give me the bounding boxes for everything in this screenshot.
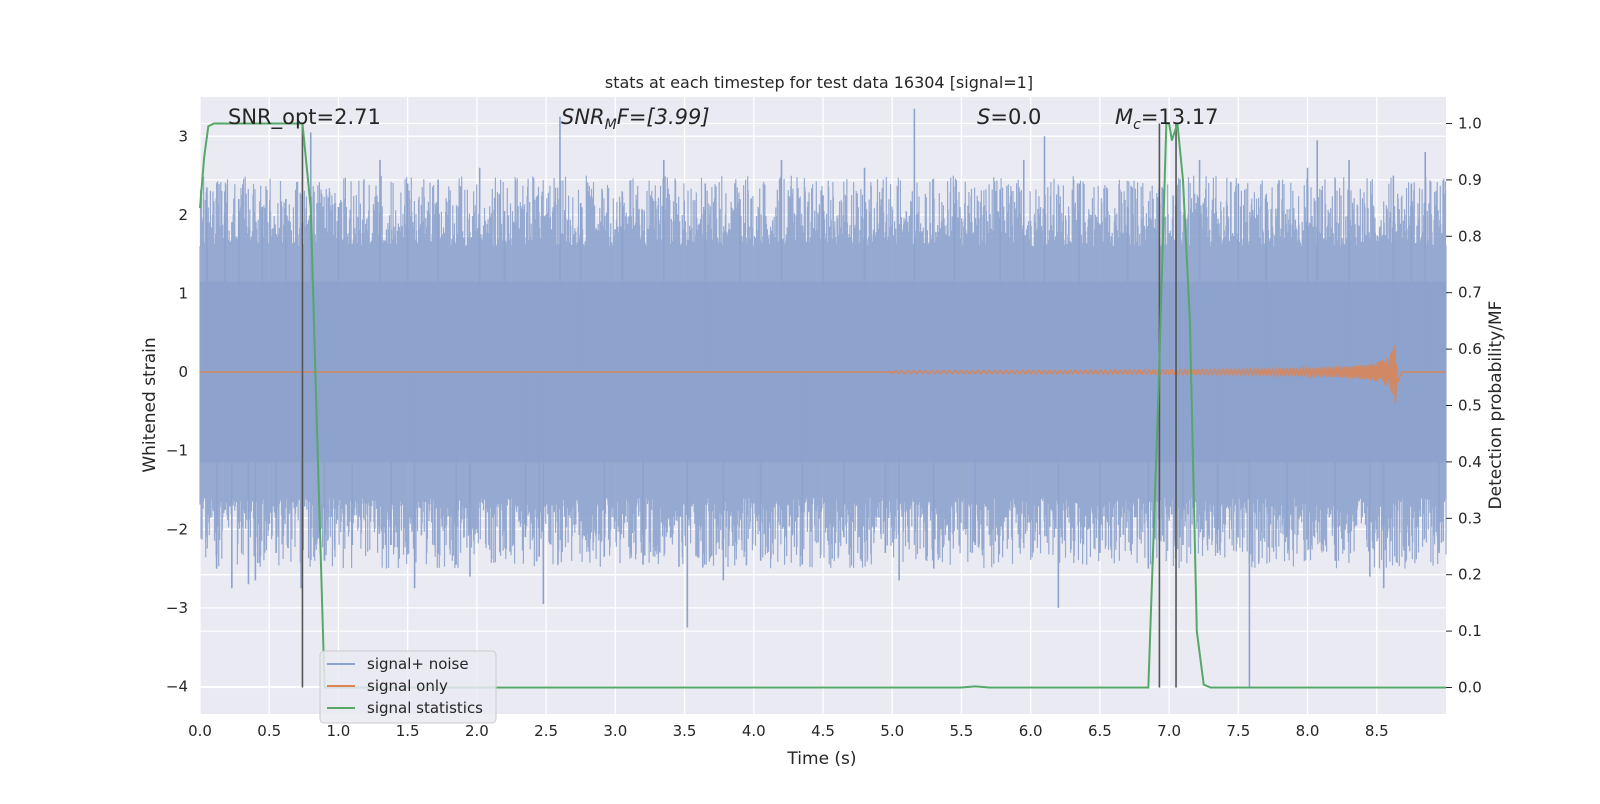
x-tick-label: 7.0 [1157, 722, 1181, 740]
y-tick-label: 3 [178, 127, 188, 145]
x-tick-label: 7.5 [1226, 722, 1250, 740]
y-tick-label: −1 [166, 442, 188, 460]
annotation-mc-sub: c [1133, 117, 1141, 133]
annotation-snr-mf-rest: F=[3.99] [617, 105, 710, 129]
x-tick-label: 4.0 [742, 722, 766, 740]
series-signal-only [200, 345, 1446, 404]
y2-tick-label: 0.1 [1458, 622, 1482, 640]
y2-tick-label: 0.4 [1458, 453, 1482, 471]
y2-tick-label: 0.5 [1458, 397, 1482, 415]
legend: signal+ noise signal only signal statist… [319, 650, 497, 724]
y2-tick-label: 0.8 [1458, 227, 1482, 245]
annotation-mc: Mc=13.17 [1115, 105, 1219, 133]
annotation-snr-mf-main: SNR [561, 105, 605, 129]
x-tick-label: 0.0 [188, 722, 212, 740]
legend-label-signal-only: signal only [367, 677, 448, 695]
legend-box [319, 650, 497, 724]
annotation-snr-opt: SNR_opt=2.71 [228, 105, 381, 130]
statistics-line [199, 122, 1446, 689]
x-tick-label: 5.5 [950, 722, 974, 740]
y-tick-label: −3 [166, 599, 188, 617]
series-signal-statistics [199, 122, 1446, 689]
legend-label-signal-statistics: signal statistics [367, 699, 483, 717]
y2-tick-label: 0.7 [1458, 284, 1482, 302]
annotation-s: S=0.0 [977, 105, 1041, 129]
y-tick-label: −4 [166, 677, 188, 695]
chart-title: stats at each timestep for test data 163… [605, 73, 1033, 92]
annotation-snr-mf: SNRMF=[3.99] [561, 105, 710, 133]
y2-tick-label: 1.0 [1458, 115, 1482, 133]
x-tick-label: 5.0 [880, 722, 904, 740]
y2-tick-label: 0.6 [1458, 340, 1482, 358]
x-tick-label: 2.5 [534, 722, 558, 740]
y-tick-label: 1 [178, 284, 188, 302]
y2-tick-label: 0.3 [1458, 509, 1482, 527]
annotation-s-rest: =0.0 [990, 105, 1041, 129]
axis-ticks: 0.0 0.5 1.0 1.5 2.0 2.5 3.0 3.5 4.0 4.5 5.0 5.5 6.0 6… [166, 115, 1482, 740]
x-tick-label: 1.5 [396, 722, 420, 740]
legend-label-signal-plus-noise: signal+ noise [367, 655, 469, 673]
x-tick-label: 8.5 [1365, 722, 1389, 740]
y2-tick-label: 0.9 [1458, 171, 1482, 189]
vertical-markers [301, 123, 1177, 688]
x-tick-label: 0.5 [257, 722, 281, 740]
y2-tick-label: 0.2 [1458, 566, 1482, 584]
x-tick-label: 6.5 [1088, 722, 1112, 740]
x-tick-label: 8.0 [1296, 722, 1320, 740]
x-tick-label: 4.5 [811, 722, 835, 740]
y-tick-label: 0 [178, 363, 188, 381]
x-tick-label: 3.5 [673, 722, 697, 740]
y-tick-label: −2 [166, 520, 188, 538]
x-tick-label: 3.0 [603, 722, 627, 740]
annotation-snr-mf-sub: M [605, 117, 617, 133]
annotation-mc-rest: =13.17 [1141, 105, 1219, 129]
x-tick-label: 2.0 [465, 722, 489, 740]
y2-tick-label: 0.0 [1458, 678, 1482, 696]
signal-chirp [200, 345, 1446, 404]
x-axis-label: Time (s) [786, 749, 856, 769]
x-tick-label: 6.0 [1019, 722, 1043, 740]
y2-axis-label: Detection probability/MF [1486, 301, 1506, 510]
annotation-s-main: S [977, 105, 990, 129]
annotation-mc-main: M [1115, 105, 1133, 129]
x-tick-label: 1.0 [327, 722, 351, 740]
y-tick-label: 2 [178, 206, 188, 224]
y-axis-label: Whitened strain [140, 337, 160, 472]
